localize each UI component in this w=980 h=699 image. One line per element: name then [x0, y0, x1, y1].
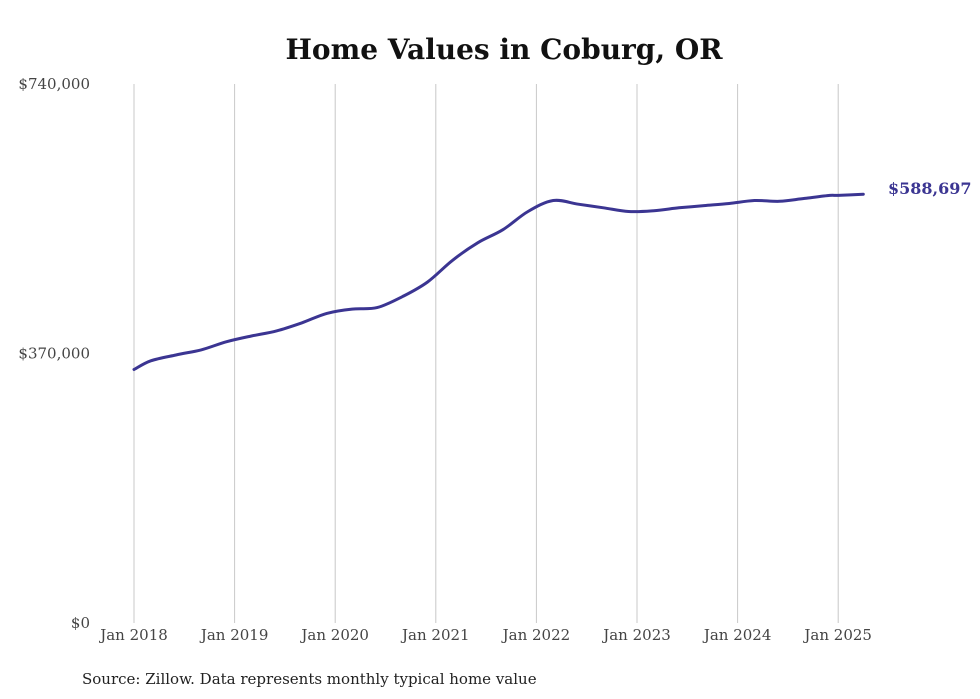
series-line — [132, 192, 865, 371]
x-tick-label: Jan 2025 — [802, 626, 872, 644]
x-tick-label: Jan 2024 — [702, 626, 772, 644]
grid-lines — [133, 84, 839, 623]
x-tick-label: Jan 2020 — [299, 626, 369, 644]
chart-title: Home Values in Coburg, OR — [285, 33, 723, 66]
source-note: Source: Zillow. Data represents monthly … — [82, 670, 537, 688]
y-tick-label: $740,000 — [18, 75, 90, 93]
x-tick-label: Jan 2019 — [199, 626, 269, 644]
x-tick-label: Jan 2018 — [98, 626, 168, 644]
x-tick-label: Jan 2021 — [400, 626, 470, 644]
last-value-label: $588,697 — [888, 179, 972, 198]
x-axis-ticks: Jan 2018 Jan 2019 Jan 2020 Jan 2021 Jan 2022… — [98, 626, 872, 644]
y-tick-label: $370,000 — [18, 345, 90, 363]
x-tick-label: Jan 2023 — [601, 626, 671, 644]
y-tick-label: $0 — [71, 614, 90, 632]
x-tick-label: Jan 2022 — [501, 626, 571, 644]
y-axis-ticks: $0 $370,000 $740,000 — [18, 75, 90, 632]
series-layer — [132, 192, 865, 371]
